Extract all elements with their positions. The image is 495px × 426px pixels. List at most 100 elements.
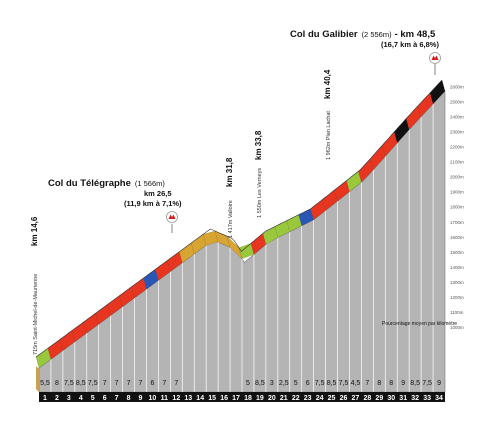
altitude-tick-label: 1000m [450,325,464,330]
gradient-value-label: 7,5 [315,380,325,387]
gradient-value-label: 7,5 [88,380,98,387]
km-tick-label: 21 [280,395,288,402]
altitude-tick-label: 1900m [450,190,464,195]
gradient-value-label: 8,5 [255,380,265,387]
summit-km: - km 48,5 [395,29,436,40]
km-tick-label: 31 [399,395,407,402]
gradient-value-label: 7,5 [64,380,74,387]
km-tick-label: 6 [103,395,107,402]
summit-elevation: (1 566m) [135,179,166,188]
gradient-note: Pourcentage moyen par kilomètre [382,321,457,327]
altitude-tick-label: 2400m [450,114,464,119]
waypoint-les-verneys: 1 550m Les Verneys km 33,8 [254,130,263,218]
altitude-tick-label: 2500m [450,99,464,104]
gradient-value-label: 7 [115,380,119,387]
altitude-tick-label: 1600m [450,235,464,240]
waypoint-km: km 33,8 [254,130,263,160]
gradient-value-label: 2,5 [279,380,289,387]
summit-marker-icon [166,211,178,233]
km-tick-label: 34 [435,395,443,402]
waypoint-valloire: 1 417m Valloire km 31,8 [225,157,234,238]
km-axis-bar [39,392,445,402]
gradient-value-label: 5 [294,380,298,387]
gradient-value-label: 7,5 [422,380,432,387]
km-tick-label: 5 [91,395,95,402]
profile-top-line [35,79,443,358]
km-tick-label: 15 [208,395,216,402]
km-tick-label: 12 [172,395,180,402]
gradient-value-label: 9 [437,380,441,387]
gradient-value-label: 7 [365,380,369,387]
gradient-value-label: 6 [150,380,154,387]
gradient-value-label: 7 [139,380,143,387]
km-tick-label: 33 [423,395,431,402]
waypoint-saint-michel: 715m Saint-Michel-de-Maurienne km 14,6 [30,216,39,355]
waypoint-km: km 31,8 [225,157,234,187]
km-tick-label: 26 [340,395,348,402]
gradient-value-label: 8 [389,380,393,387]
gradient-value-label: 8 [377,380,381,387]
km-tick-label: 30 [387,395,395,402]
gradient-value-label: 7 [127,380,131,387]
km-tick-label: 13 [184,395,192,402]
gradient-value-label: 7 [103,380,107,387]
km-tick-label: 16 [220,395,228,402]
km-tick-label: 23 [304,395,312,402]
km-tick-label: 22 [292,395,300,402]
summit-name: Col du Galibier [290,29,358,40]
waypoint-label: 1 417m Valloire [228,200,234,238]
km-tick-label: 18 [244,395,252,402]
summit-name: Col du Télégraphe [48,178,131,189]
altitude-tick-label: 1700m [450,220,464,225]
altitude-tick-label: 1300m [450,280,464,285]
profile-base-left [36,366,39,392]
km-tick-label: 19 [256,395,264,402]
profile-floor [36,366,39,392]
svg-text:Col du Galibier(2 556m)- km 48: Col du Galibier (2 556m) - km 48,5 [290,29,436,40]
km-tick-label: 2 [55,395,59,402]
km-tick-label: 27 [352,395,360,402]
altitude-tick-label: 2200m [450,145,464,150]
summit-telegraphe: Col du Télégraphe (1 566m) km 26,5 (11,9 … [48,178,182,233]
km-tick-label: 1 [43,395,47,402]
km-tick-label: 3 [67,395,71,402]
km-tick-label: 8 [127,395,131,402]
profile-gradient-band [35,79,446,369]
km-axis: 1 2 3 4 5 6 7 8 9 10 11 12 13 14 15 16 17 18 19 20 21 22 23 24 2… [39,392,445,402]
gradient-value-label: 7,5 [339,380,349,387]
waypoint-km: km 14,6 [30,216,39,246]
gradient-value-label: 4,5 [351,380,361,387]
km-tick-label: 17 [232,395,240,402]
summit-detail: (11,9 km à 7,1%) [124,199,182,208]
altitude-tick-label: 1400m [450,265,464,270]
gradient-value-label: 7 [174,380,178,387]
km-tick-label: 28 [363,395,371,402]
gradient-value-label: 5,5 [40,380,50,387]
gradient-value-label: 5 [246,380,250,387]
altitude-tick-label: 1200m [450,295,464,300]
waypoint-km: km 40,4 [323,69,332,99]
waypoint-label: 1 550m Les Verneys [257,168,263,218]
altitude-axis: 2600m 2500m 2400m 2300m 2200m 2100m 2000m 1900m… [450,84,464,330]
altitude-tick-label: 2300m [450,130,464,135]
gradient-value-label: 6 [306,380,310,387]
altitude-tick-label: 1800m [450,205,464,210]
svg-text:Col du Télégraphe(1 566m): Col du Télégraphe (1 566m) [48,178,165,189]
altitude-tick-label: 1500m [450,250,464,255]
km-tick-label: 20 [268,395,276,402]
km-tick-label: 11 [161,395,169,402]
gradient-value-label: 9 [401,380,405,387]
gradient-labels: 5,5 8 7,5 8,5 7,5 7 7 7 7 6 7 7 5 8,5 3 2,5 5 6 7,5 8,5 7,5 4… [40,380,441,387]
summit-marker-icon [429,52,441,75]
summit-elevation: (2 556m) [362,30,393,39]
gradient-value-label: 7 [162,380,166,387]
altitude-tick-label: 2600m [450,84,464,89]
altitude-tick-label: 1100m [450,310,464,315]
km-tick-label: 32 [411,395,419,402]
km-tick-label: 4 [79,395,83,402]
km-tick-label: 9 [139,395,143,402]
gradient-value-label: 8,5 [410,380,420,387]
summit-galibier: Col du Galibier (2 556m) - km 48,5 (16,7 k… [290,29,441,75]
waypoint-label: 715m Saint-Michel-de-Maurienne [33,274,39,355]
